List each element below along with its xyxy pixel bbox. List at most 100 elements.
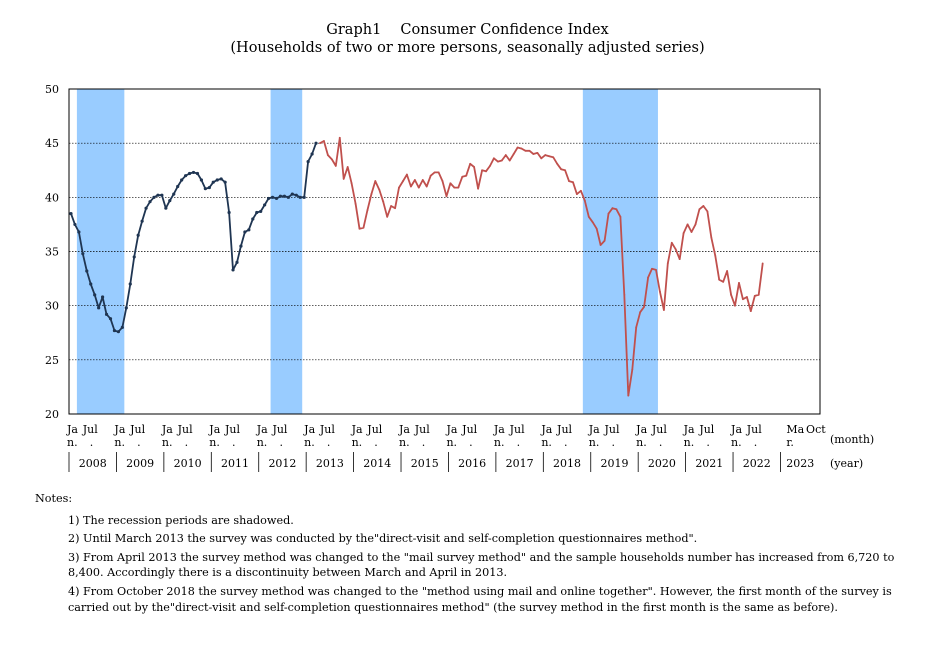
data-point bbox=[690, 231, 693, 233]
data-point bbox=[437, 171, 440, 174]
data-point bbox=[591, 221, 594, 224]
data-point bbox=[469, 162, 472, 165]
data-point bbox=[742, 298, 744, 301]
data-point bbox=[81, 252, 85, 256]
y-tick-label: 20 bbox=[45, 408, 59, 421]
data-point bbox=[164, 206, 168, 210]
x-month-label: Jul bbox=[509, 423, 525, 436]
data-point bbox=[231, 268, 235, 272]
data-point bbox=[528, 149, 531, 152]
data-point bbox=[211, 180, 215, 184]
plot-area-border bbox=[68, 88, 821, 415]
data-point bbox=[421, 179, 424, 181]
x-month-label-cont: n. bbox=[684, 436, 695, 449]
data-point bbox=[524, 149, 527, 152]
data-point bbox=[85, 269, 89, 273]
data-point bbox=[219, 177, 223, 181]
data-point bbox=[342, 178, 345, 180]
data-point bbox=[386, 215, 389, 218]
x-month-label: Jul bbox=[177, 423, 193, 436]
data-point bbox=[144, 206, 148, 210]
data-point bbox=[184, 174, 188, 178]
notes-title: Notes: bbox=[35, 492, 73, 505]
x-year-unit-label: (year) bbox=[830, 457, 863, 470]
data-point bbox=[366, 209, 369, 212]
data-point bbox=[496, 160, 499, 163]
data-point bbox=[235, 260, 239, 264]
x-month-dot: . bbox=[374, 436, 378, 449]
data-point bbox=[314, 141, 318, 145]
data-point bbox=[481, 169, 483, 172]
x-month-label: Ja bbox=[635, 423, 647, 436]
data-point bbox=[73, 222, 77, 227]
x-month-label-cont: n. bbox=[494, 436, 505, 449]
x-month-label: Jul bbox=[366, 423, 382, 436]
data-point bbox=[302, 195, 306, 199]
data-point bbox=[560, 168, 563, 171]
data-point bbox=[255, 210, 259, 215]
data-point bbox=[445, 195, 448, 198]
data-point bbox=[576, 193, 578, 195]
data-point bbox=[207, 185, 211, 190]
x-year-label: 2014 bbox=[363, 457, 391, 470]
data-point bbox=[465, 174, 468, 177]
data-point bbox=[749, 310, 752, 312]
x-month-label: Ja bbox=[303, 423, 315, 436]
data-point bbox=[77, 230, 81, 234]
x-year-label: 2023 bbox=[786, 457, 814, 470]
data-point bbox=[457, 186, 460, 189]
data-point bbox=[100, 295, 105, 299]
series-line-2 bbox=[319, 136, 764, 397]
x-month-label: Jul bbox=[271, 423, 287, 436]
x-month-label: Jul bbox=[461, 423, 477, 436]
data-point bbox=[187, 171, 192, 176]
x-month-label: Ja bbox=[445, 423, 457, 436]
data-point bbox=[583, 199, 586, 202]
y-tick-label: 35 bbox=[45, 246, 59, 259]
data-point bbox=[603, 239, 606, 242]
x-year-label: 2018 bbox=[553, 457, 581, 470]
data-point bbox=[611, 207, 614, 210]
x-year-label: 2015 bbox=[411, 457, 439, 470]
x-year-label: 2008 bbox=[79, 457, 107, 470]
x-month-dot: . bbox=[185, 436, 189, 449]
data-point bbox=[282, 194, 287, 198]
x-month-label-cont: n. bbox=[209, 436, 220, 449]
data-point bbox=[247, 228, 251, 232]
x-month-label: Jul bbox=[224, 423, 240, 436]
x-year-label: 2017 bbox=[506, 457, 534, 470]
data-point bbox=[239, 244, 243, 248]
data-point bbox=[108, 317, 113, 321]
data-point bbox=[195, 171, 200, 176]
x-month-label: Ja bbox=[398, 423, 410, 436]
x-month-dot: . bbox=[327, 436, 331, 449]
data-point bbox=[394, 207, 396, 210]
data-point bbox=[319, 142, 321, 145]
x-month-dot: . bbox=[517, 436, 521, 449]
x-month-label-cont: n. bbox=[114, 436, 125, 449]
x-month-label: Jul bbox=[414, 423, 430, 436]
data-point bbox=[619, 215, 622, 218]
x-year-label: 2009 bbox=[126, 457, 154, 470]
data-point bbox=[346, 166, 349, 168]
data-point bbox=[599, 244, 602, 246]
x-month-label: Jul bbox=[319, 423, 335, 436]
data-point bbox=[698, 208, 701, 211]
data-point bbox=[374, 180, 377, 182]
data-point bbox=[243, 230, 247, 234]
note-item-2: 2) Until March 2013 the survey was condu… bbox=[68, 532, 698, 546]
x-month-label: Ja bbox=[161, 423, 173, 436]
data-point bbox=[156, 193, 160, 197]
data-point bbox=[706, 210, 709, 213]
data-point bbox=[595, 227, 598, 230]
data-point bbox=[136, 233, 140, 237]
data-point bbox=[168, 198, 172, 203]
x-month-label: Jul bbox=[746, 423, 762, 436]
data-point bbox=[493, 157, 495, 160]
data-point bbox=[116, 330, 121, 334]
x-month-dot: . bbox=[232, 436, 236, 449]
data-point bbox=[441, 180, 444, 182]
data-point bbox=[310, 152, 314, 156]
data-point bbox=[120, 325, 124, 329]
